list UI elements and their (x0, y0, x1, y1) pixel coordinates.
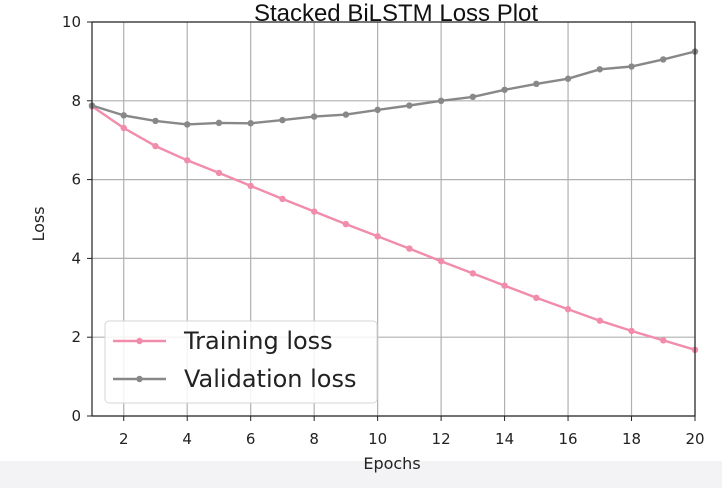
y-tick-label: 6 (71, 171, 81, 189)
x-tick-label: 18 (622, 430, 641, 448)
x-tick-label: 14 (495, 430, 514, 448)
y-axis-label: Loss (29, 206, 48, 241)
y-tick-label: 10 (62, 13, 81, 31)
x-tick-label: 10 (368, 430, 387, 448)
data-point (437, 257, 445, 265)
axes-frame (91, 21, 696, 417)
data-point (310, 113, 318, 120)
data-point (152, 142, 159, 150)
chart-title: Stacked BiLSTM Loss Plot (254, 0, 538, 27)
bottom-band (0, 461, 722, 488)
y-tick-label: 8 (71, 92, 81, 110)
y-tick-label: 4 (71, 249, 81, 267)
data-point (342, 220, 350, 228)
data-point (215, 119, 223, 127)
data-point (120, 112, 127, 119)
data-point (628, 327, 635, 335)
data-point (596, 66, 603, 73)
legend-marker-validation (136, 375, 143, 383)
data-point (342, 111, 350, 118)
data-point (660, 56, 667, 63)
legend-box (104, 320, 378, 404)
data-point (374, 233, 381, 240)
x-tick-label: 16 (559, 430, 578, 448)
x-tick-label: 4 (182, 430, 192, 448)
data-point (247, 182, 254, 190)
x-tick-label: 12 (432, 430, 451, 448)
data-point (184, 121, 191, 128)
data-point (374, 106, 381, 114)
series-line-training (91, 105, 696, 351)
data-point (564, 75, 572, 82)
data-point (247, 120, 254, 127)
data-point (279, 116, 286, 124)
x-tick-label: 6 (246, 430, 256, 448)
data-point (279, 195, 286, 203)
data-point (184, 157, 191, 164)
data-point (533, 80, 540, 88)
series-line-validation (91, 50, 696, 126)
x-tick-label: 8 (309, 430, 319, 448)
y-tick-label: 0 (71, 407, 81, 425)
data-point (501, 86, 508, 93)
data-point (469, 270, 477, 277)
data-point (660, 337, 667, 344)
data-point (564, 306, 572, 313)
data-point (533, 294, 540, 301)
legend-label-validation: Validation loss (184, 365, 357, 393)
data-point (406, 245, 413, 252)
data-point (469, 93, 477, 101)
data-point (152, 117, 159, 125)
data-point (120, 124, 127, 132)
data-point (501, 282, 508, 289)
x-axis-label: Epochs (363, 454, 420, 473)
data-point (310, 208, 318, 215)
legend-marker-training (136, 337, 143, 345)
y-tick-label: 2 (71, 328, 81, 346)
x-tick-label: 2 (119, 430, 129, 448)
data-point (596, 317, 603, 324)
x-tick-label: 20 (685, 430, 704, 448)
data-point (215, 169, 223, 177)
legend: Training loss Validation loss (104, 320, 378, 404)
data-point (437, 97, 445, 105)
data-point (406, 102, 413, 109)
legend-label-training: Training loss (183, 327, 333, 355)
data-point (628, 63, 635, 70)
